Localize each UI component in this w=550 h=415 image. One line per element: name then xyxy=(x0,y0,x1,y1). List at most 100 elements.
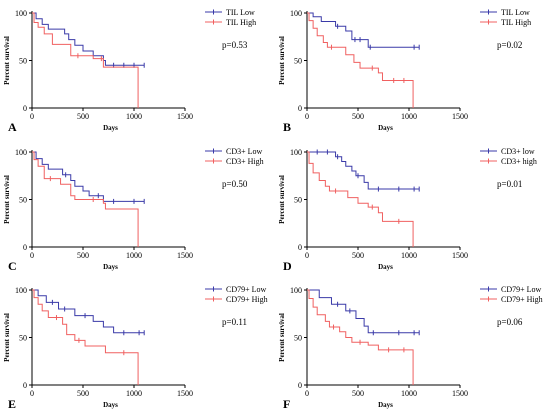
y-tick-label: 0 xyxy=(298,381,302,390)
x-tick-label: 1500 xyxy=(452,112,468,121)
panel-letter: D xyxy=(283,259,292,273)
p-value-label: p=0.02 xyxy=(497,40,522,50)
survival-curve-low xyxy=(307,12,420,48)
x-tick-label: 500 xyxy=(77,251,89,260)
x-tick-label: 0 xyxy=(305,112,309,121)
x-tick-label: 1500 xyxy=(177,389,193,398)
km-panel-e: 0 500 1000 1500 0 50 100 Days Percent survival E C… xyxy=(0,277,275,415)
legend-label-high: TIL High xyxy=(226,18,256,27)
panel-letter: F xyxy=(283,397,290,411)
km-chart-d: 0 500 1000 1500 0 50 100 Days Percent survival D C… xyxy=(278,147,537,273)
legend-label-low: CD79+ Low xyxy=(501,285,542,294)
legend-label-low: CD79+ Low xyxy=(226,285,267,294)
y-tick-label: 0 xyxy=(23,104,27,113)
y-tick-label: 100 xyxy=(15,9,27,18)
y-tick-label: 100 xyxy=(290,286,302,295)
x-tick-label: 1000 xyxy=(401,112,417,121)
km-chart-c: 0 500 1000 1500 0 50 100 Days Percent survival C C… xyxy=(3,147,264,273)
legend-label-high: CD79+ High xyxy=(501,295,543,304)
panel-letter: A xyxy=(8,120,17,134)
y-tick-label: 50 xyxy=(19,334,27,343)
x-tick-label: 0 xyxy=(30,112,34,121)
x-axis-title: Days xyxy=(378,401,393,409)
y-axis-title: Percent survival xyxy=(3,313,11,362)
y-tick-label: 100 xyxy=(15,286,27,295)
p-value-label: p=0.11 xyxy=(222,317,247,327)
x-tick-label: 1500 xyxy=(177,112,193,121)
y-tick-label: 100 xyxy=(290,148,302,157)
x-tick-label: 1000 xyxy=(126,251,142,260)
survival-curve-low xyxy=(32,151,145,202)
km-panel-b: 0 500 1000 1500 0 50 100 Days Percent survival B T… xyxy=(275,0,550,138)
x-tick-label: 500 xyxy=(352,389,364,398)
legend-label-low: CD3+ low xyxy=(501,147,535,156)
panel-letter: C xyxy=(8,259,17,273)
y-tick-label: 100 xyxy=(290,9,302,18)
y-tick-label: 100 xyxy=(15,148,27,157)
km-panel-a: 0 500 1000 1500 0 50 100 Days Percent survival A T… xyxy=(0,0,275,138)
legend-label-high: TIL High xyxy=(501,18,531,27)
panel-letter: E xyxy=(8,397,16,411)
km-chart-e: 0 500 1000 1500 0 50 100 Days Percent survival E C… xyxy=(3,285,268,411)
survival-curve-high xyxy=(307,151,414,247)
survival-curve-high xyxy=(32,151,139,247)
x-tick-label: 1000 xyxy=(126,389,142,398)
y-axis-title: Percent survival xyxy=(3,36,11,85)
panel-letter: B xyxy=(283,120,291,134)
x-tick-label: 1500 xyxy=(177,251,193,260)
km-panel-c: 0 500 1000 1500 0 50 100 Days Percent survival C C… xyxy=(0,139,275,277)
legend-label-high: CD3+ high xyxy=(501,157,537,166)
x-axis-title: Days xyxy=(378,263,393,271)
x-tick-label: 1500 xyxy=(452,251,468,260)
x-tick-label: 1500 xyxy=(452,389,468,398)
x-axis-title: Days xyxy=(103,263,118,271)
survival-curve-high xyxy=(32,12,139,108)
p-value-label: p=0.01 xyxy=(497,179,522,189)
y-axis-title: Percent survival xyxy=(278,36,286,85)
y-tick-label: 0 xyxy=(298,104,302,113)
survival-curve-low xyxy=(307,151,420,190)
x-tick-label: 1000 xyxy=(401,389,417,398)
x-tick-label: 500 xyxy=(352,251,364,260)
y-axis-title: Percent survival xyxy=(278,175,286,224)
y-tick-label: 50 xyxy=(294,57,302,66)
x-tick-label: 0 xyxy=(30,389,34,398)
x-tick-label: 0 xyxy=(305,251,309,260)
x-tick-label: 1000 xyxy=(126,112,142,121)
survival-curve-high xyxy=(307,289,414,385)
km-panel-f: 0 500 1000 1500 0 50 100 Days Percent survival F C… xyxy=(275,277,550,415)
legend-label-low: CD3+ Low xyxy=(226,147,263,156)
y-tick-label: 0 xyxy=(23,243,27,252)
survival-curve-low xyxy=(32,12,145,66)
y-axis-title: Percent survival xyxy=(3,175,11,224)
legend-label-low: TIL Low xyxy=(501,8,530,17)
y-tick-label: 50 xyxy=(294,334,302,343)
x-axis-title: Days xyxy=(378,124,393,132)
y-tick-label: 0 xyxy=(298,243,302,252)
km-panel-d: 0 500 1000 1500 0 50 100 Days Percent survival D C… xyxy=(275,139,550,277)
survival-curve-high xyxy=(307,12,414,108)
km-chart-f: 0 500 1000 1500 0 50 100 Days Percent survival F C… xyxy=(278,285,543,411)
y-tick-label: 50 xyxy=(19,57,27,66)
p-value-label: p=0.06 xyxy=(497,317,523,327)
x-tick-label: 500 xyxy=(77,112,89,121)
x-axis-title: Days xyxy=(103,124,118,132)
km-chart-a: 0 500 1000 1500 0 50 100 Days Percent survival A T… xyxy=(3,8,256,134)
x-tick-label: 1000 xyxy=(401,251,417,260)
y-tick-label: 50 xyxy=(19,196,27,205)
survival-curve-low xyxy=(32,289,145,334)
legend-label-high: CD79+ High xyxy=(226,295,268,304)
p-value-label: p=0.50 xyxy=(222,179,248,189)
x-axis-title: Days xyxy=(103,401,118,409)
p-value-label: p=0.53 xyxy=(222,40,248,50)
x-tick-label: 500 xyxy=(77,389,89,398)
y-tick-label: 50 xyxy=(294,196,302,205)
x-tick-label: 0 xyxy=(30,251,34,260)
legend-label-low: TIL Low xyxy=(226,8,255,17)
y-tick-label: 0 xyxy=(23,381,27,390)
legend-label-high: CD3+ High xyxy=(226,157,264,166)
survival-curve-high xyxy=(32,289,139,385)
x-tick-label: 0 xyxy=(305,389,309,398)
survival-curve-low xyxy=(307,289,420,334)
y-axis-title: Percent survival xyxy=(278,313,286,362)
